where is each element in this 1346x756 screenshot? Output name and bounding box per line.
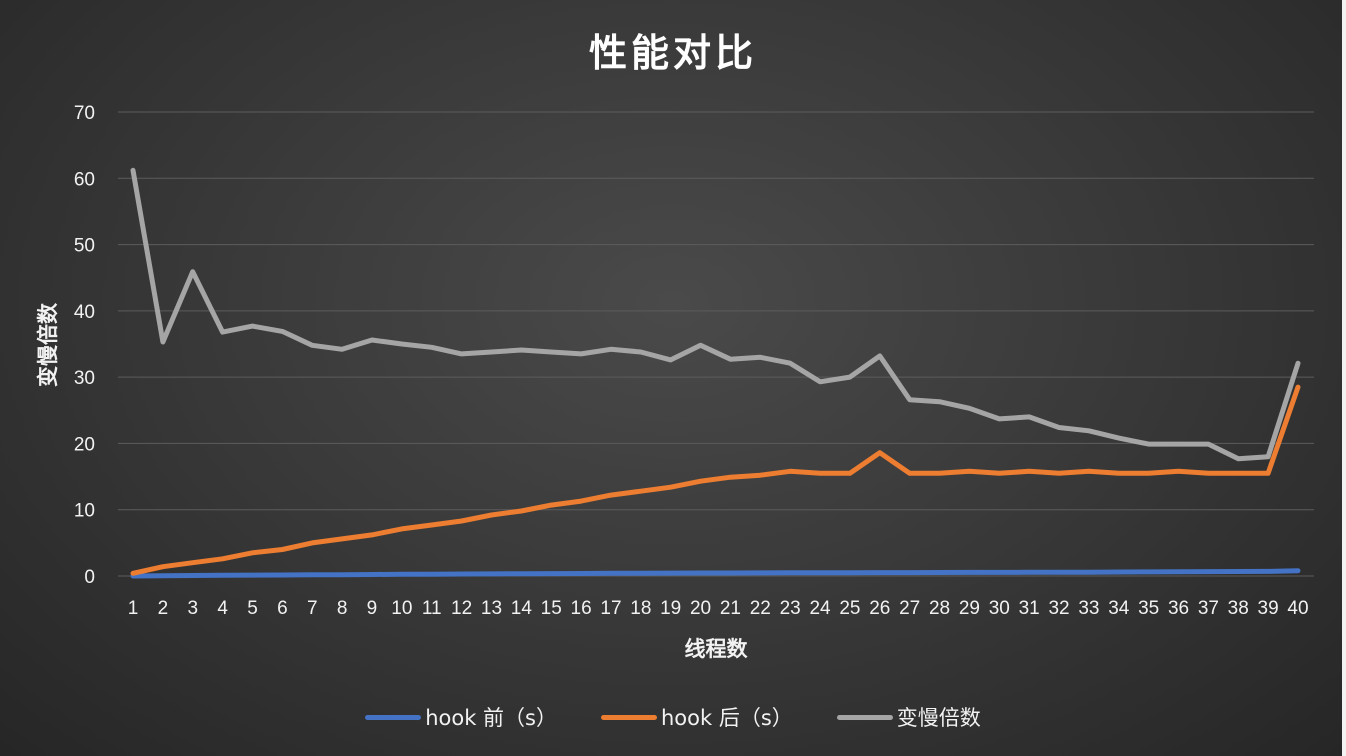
x-axis-title: 线程数 (685, 637, 749, 661)
x-tick-label: 22 (750, 598, 771, 619)
window-edge (1342, 0, 1346, 756)
y-tick-label: 50 (74, 236, 95, 257)
x-tick-label: 4 (217, 598, 228, 619)
legend-swatch-hook-after (601, 714, 657, 720)
x-tick-label: 25 (839, 598, 860, 619)
y-tick-label: 60 (74, 169, 95, 190)
x-tick-label: 32 (1048, 598, 1069, 619)
x-tick-labels: 1 2 3 4 5 6 7 8 9 10 11 12 13 14 15 16 17 18 19 20 21 22 23 24 2… (128, 598, 1309, 619)
x-tick-label: 21 (720, 598, 741, 619)
y-tick-label: 30 (74, 368, 95, 389)
legend-swatch-hook-before (365, 714, 422, 720)
x-tick-label: 7 (307, 598, 318, 619)
series-line-2[interactable] (130, 167, 1301, 462)
x-tick-label: 18 (630, 598, 651, 619)
x-tick-label: 5 (247, 598, 258, 619)
y-tick-label: 40 (74, 302, 95, 323)
x-tick-label: 3 (187, 598, 198, 619)
x-tick-label: 33 (1078, 598, 1099, 619)
y-tick-label: 10 (74, 501, 95, 522)
x-tick-label: 13 (481, 598, 502, 619)
legend-label-hook-before: hook 前（s） (425, 706, 557, 730)
y-tick-labels: 0 10 20 30 40 50 60 70 (74, 103, 95, 588)
x-tick-label: 30 (989, 598, 1010, 619)
gridlines (118, 111, 1314, 577)
x-tick-label: 23 (780, 598, 801, 619)
x-tick-label: 28 (929, 598, 950, 619)
x-tick-label: 34 (1108, 598, 1130, 619)
series-lines (130, 167, 1301, 579)
x-tick-label: 12 (451, 598, 472, 619)
x-tick-label: 40 (1287, 598, 1308, 619)
legend-swatch-slowdown (836, 714, 893, 720)
x-tick-label: 10 (391, 598, 412, 619)
legend-item-hook-before[interactable]: hook 前（s） (365, 702, 557, 732)
x-tick-label: 1 (128, 598, 139, 619)
x-tick-label: 17 (600, 598, 621, 619)
x-tick-label: 37 (1198, 598, 1219, 619)
x-tick-label: 31 (1019, 598, 1040, 619)
legend-label-slowdown: 变慢倍数 (896, 706, 981, 730)
x-tick-label: 27 (899, 598, 920, 619)
series-line-1[interactable] (130, 384, 1301, 576)
y-axis-title: 变慢倍数 (36, 302, 60, 387)
x-tick-label: 6 (277, 598, 288, 619)
legend-item-hook-after[interactable]: hook 后（s） (601, 702, 793, 732)
y-tick-label: 20 (74, 434, 95, 455)
x-tick-label: 8 (337, 598, 348, 619)
x-tick-label: 36 (1168, 598, 1189, 619)
x-tick-label: 39 (1258, 598, 1279, 619)
x-tick-label: 11 (422, 598, 442, 619)
x-tick-label: 35 (1138, 598, 1159, 619)
chart-title: 性能对比 (588, 31, 757, 75)
y-tick-label: 0 (84, 567, 95, 588)
y-tick-label: 70 (74, 103, 95, 124)
x-tick-label: 20 (690, 598, 711, 619)
x-tick-label: 14 (511, 598, 533, 619)
x-tick-label: 16 (571, 598, 592, 619)
x-tick-label: 2 (158, 598, 169, 619)
x-tick-label: 15 (541, 598, 562, 619)
x-tick-label: 9 (367, 598, 378, 619)
x-tick-label: 26 (869, 598, 890, 619)
legend-item-slowdown[interactable]: 变慢倍数 (836, 702, 981, 732)
x-tick-label: 19 (660, 598, 681, 619)
x-tick-label: 38 (1228, 598, 1249, 619)
legend-label-hook-after: hook 后（s） (661, 706, 793, 730)
legend: hook 前（s） hook 后（s） 变慢倍数 (0, 702, 1346, 732)
x-tick-label: 24 (809, 598, 831, 619)
series-line-0[interactable] (130, 568, 1301, 579)
x-tick-label: 29 (959, 598, 980, 619)
